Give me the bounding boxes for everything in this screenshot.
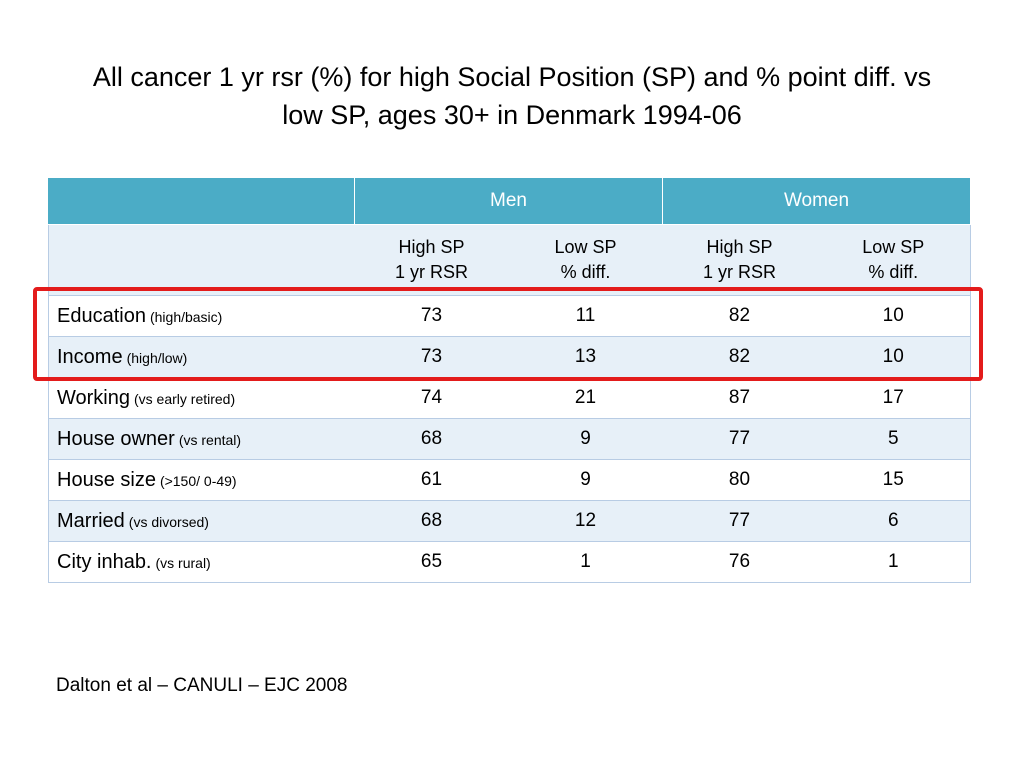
subheader-line: 1 yr RSR xyxy=(394,262,468,282)
row-label: House owner (vs rental) xyxy=(48,418,355,460)
table-cell: 73 xyxy=(354,336,509,378)
table-cell: 12 xyxy=(508,500,663,542)
table-cell: 10 xyxy=(816,336,971,378)
row-label-text: Working xyxy=(57,386,130,409)
table-cell: 82 xyxy=(662,295,817,337)
group-header-women: Women xyxy=(662,177,971,225)
row-label-note: (high/basic) xyxy=(149,308,223,325)
row-label-text: Married xyxy=(57,509,125,532)
table-cell: 68 xyxy=(354,418,509,460)
subheader-line: High SP xyxy=(706,237,773,257)
subheader-line: Low SP xyxy=(862,237,925,257)
table-cell: 74 xyxy=(354,377,509,419)
subheader-women-low: Low SP % diff. xyxy=(816,224,971,296)
row-label-note: (high/low) xyxy=(126,349,188,366)
table-row-income: Income (high/low) 73 13 82 10 xyxy=(48,336,971,378)
title-line-2: low SP, ages 30+ in Denmark 1994-06 xyxy=(282,100,742,130)
row-label: Married (vs divorsed) xyxy=(48,500,355,542)
table-row-city-inhab: City inhab. (vs rural) 65 1 76 1 xyxy=(48,541,971,583)
group-header-row: Men Women xyxy=(48,177,971,225)
table-cell: 68 xyxy=(354,500,509,542)
table-cell: 1 xyxy=(508,541,663,583)
slide-title: All cancer 1 yr rsr (%) for high Social … xyxy=(60,58,964,134)
subheader-line: High SP xyxy=(398,237,465,257)
table-cell: 61 xyxy=(354,459,509,501)
citation-footnote: Dalton et al – CANULI – EJC 2008 xyxy=(56,675,348,696)
subheader-men-high: High SP 1 yr RSR xyxy=(354,224,509,296)
table-cell: 10 xyxy=(816,295,971,337)
subheader-women-high: High SP 1 yr RSR xyxy=(662,224,817,296)
table-cell: 17 xyxy=(816,377,971,419)
subheader-men-low: Low SP % diff. xyxy=(508,224,663,296)
subheader-line: 1 yr RSR xyxy=(702,262,776,282)
group-header-men: Men xyxy=(354,177,663,225)
subheader-blank-cell xyxy=(48,224,355,296)
subheader-line: % diff. xyxy=(560,262,611,282)
row-label-note: (vs divorsed) xyxy=(128,513,209,530)
row-label-text: City inhab. xyxy=(57,550,152,573)
table-cell: 1 xyxy=(816,541,971,583)
table-cell: 9 xyxy=(508,418,663,460)
table-row-working: Working (vs early retired) 74 21 87 17 xyxy=(48,377,971,419)
table-cell: 73 xyxy=(354,295,509,337)
table-row-education: Education (high/basic) 73 11 82 10 xyxy=(48,295,971,337)
table-cell: 21 xyxy=(508,377,663,419)
row-label-text: House owner xyxy=(57,427,175,450)
table-cell: 82 xyxy=(662,336,817,378)
table-cell: 15 xyxy=(816,459,971,501)
table-cell: 77 xyxy=(662,500,817,542)
table-cell: 9 xyxy=(508,459,663,501)
table-cell: 87 xyxy=(662,377,817,419)
row-label: Education (high/basic) xyxy=(48,295,355,337)
table-cell: 65 xyxy=(354,541,509,583)
row-label-text: House size xyxy=(57,468,156,491)
table-cell: 80 xyxy=(662,459,817,501)
subheader-line: Low SP xyxy=(554,237,617,257)
table-cell: 5 xyxy=(816,418,971,460)
row-label: House size (>150/ 0-49) xyxy=(48,459,355,501)
row-label: Working (vs early retired) xyxy=(48,377,355,419)
row-label-note: (vs rental) xyxy=(178,431,242,448)
table-row-house-size: House size (>150/ 0-49) 61 9 80 15 xyxy=(48,459,971,501)
table-cell: 77 xyxy=(662,418,817,460)
row-label-note: (>150/ 0-49) xyxy=(159,472,237,489)
header-blank-cell xyxy=(48,177,355,225)
row-label-note: (vs rural) xyxy=(155,554,211,571)
title-line-1: All cancer 1 yr rsr (%) for high Social … xyxy=(92,62,932,92)
row-label-text: Income xyxy=(57,345,123,368)
subheader-line: % diff. xyxy=(868,262,919,282)
table-cell: 11 xyxy=(508,295,663,337)
survival-table: Men Women High SP 1 yr RSR Low SP % diff… xyxy=(48,177,971,583)
table-row-house-owner: House owner (vs rental) 68 9 77 5 xyxy=(48,418,971,460)
row-label: Income (high/low) xyxy=(48,336,355,378)
row-label-note: (vs early retired) xyxy=(134,390,236,407)
table-cell: 13 xyxy=(508,336,663,378)
table-row-married: Married (vs divorsed) 68 12 77 6 xyxy=(48,500,971,542)
row-label: City inhab. (vs rural) xyxy=(48,541,355,583)
table-cell: 6 xyxy=(816,500,971,542)
table-cell: 76 xyxy=(662,541,817,583)
sub-header-row: High SP 1 yr RSR Low SP % diff. High SP … xyxy=(48,224,971,296)
row-label-text: Education xyxy=(57,304,146,327)
